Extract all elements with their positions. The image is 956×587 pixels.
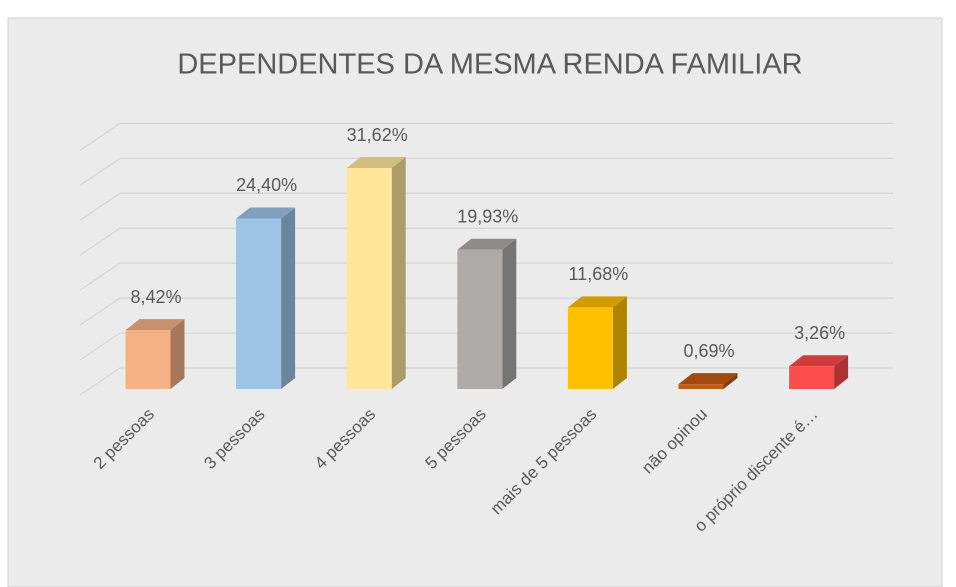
data-label: 31,62% (347, 125, 408, 145)
bar-side (502, 238, 517, 389)
grid-line (79, 367, 893, 396)
bar-top (236, 207, 296, 219)
bar (236, 218, 282, 389)
data-label: 0,69% (683, 341, 734, 361)
bar-top (457, 238, 517, 250)
grid-line (79, 332, 893, 361)
grid-line (79, 122, 893, 151)
bar-top (567, 296, 627, 308)
bar-side (281, 207, 296, 389)
grid-line (79, 297, 893, 326)
bar-side (723, 373, 738, 389)
grid-line (79, 227, 893, 256)
grid-line (79, 157, 893, 186)
bar-top (789, 355, 849, 367)
bar-side (834, 355, 849, 389)
bar (457, 249, 503, 389)
bar-top (125, 319, 185, 331)
data-label: 19,93% (457, 206, 518, 226)
bar-top (678, 373, 738, 385)
bar (125, 330, 171, 389)
bar (346, 168, 392, 389)
bar-side (612, 296, 627, 389)
bar-side (170, 319, 185, 389)
data-label: 3,26% (794, 323, 845, 343)
chart-title: DEPENDENTES DA MESMA RENDA FAMILIAR (177, 49, 802, 81)
grid-line (79, 192, 893, 221)
grid-line (79, 262, 893, 291)
bar (567, 307, 613, 389)
data-label: 8,42% (130, 287, 181, 307)
data-label: 11,68% (569, 264, 629, 284)
data-label: 24,40% (236, 175, 297, 195)
bar (678, 384, 724, 389)
bar (789, 366, 835, 389)
bar-side (391, 157, 406, 389)
bar-top (346, 157, 406, 168)
